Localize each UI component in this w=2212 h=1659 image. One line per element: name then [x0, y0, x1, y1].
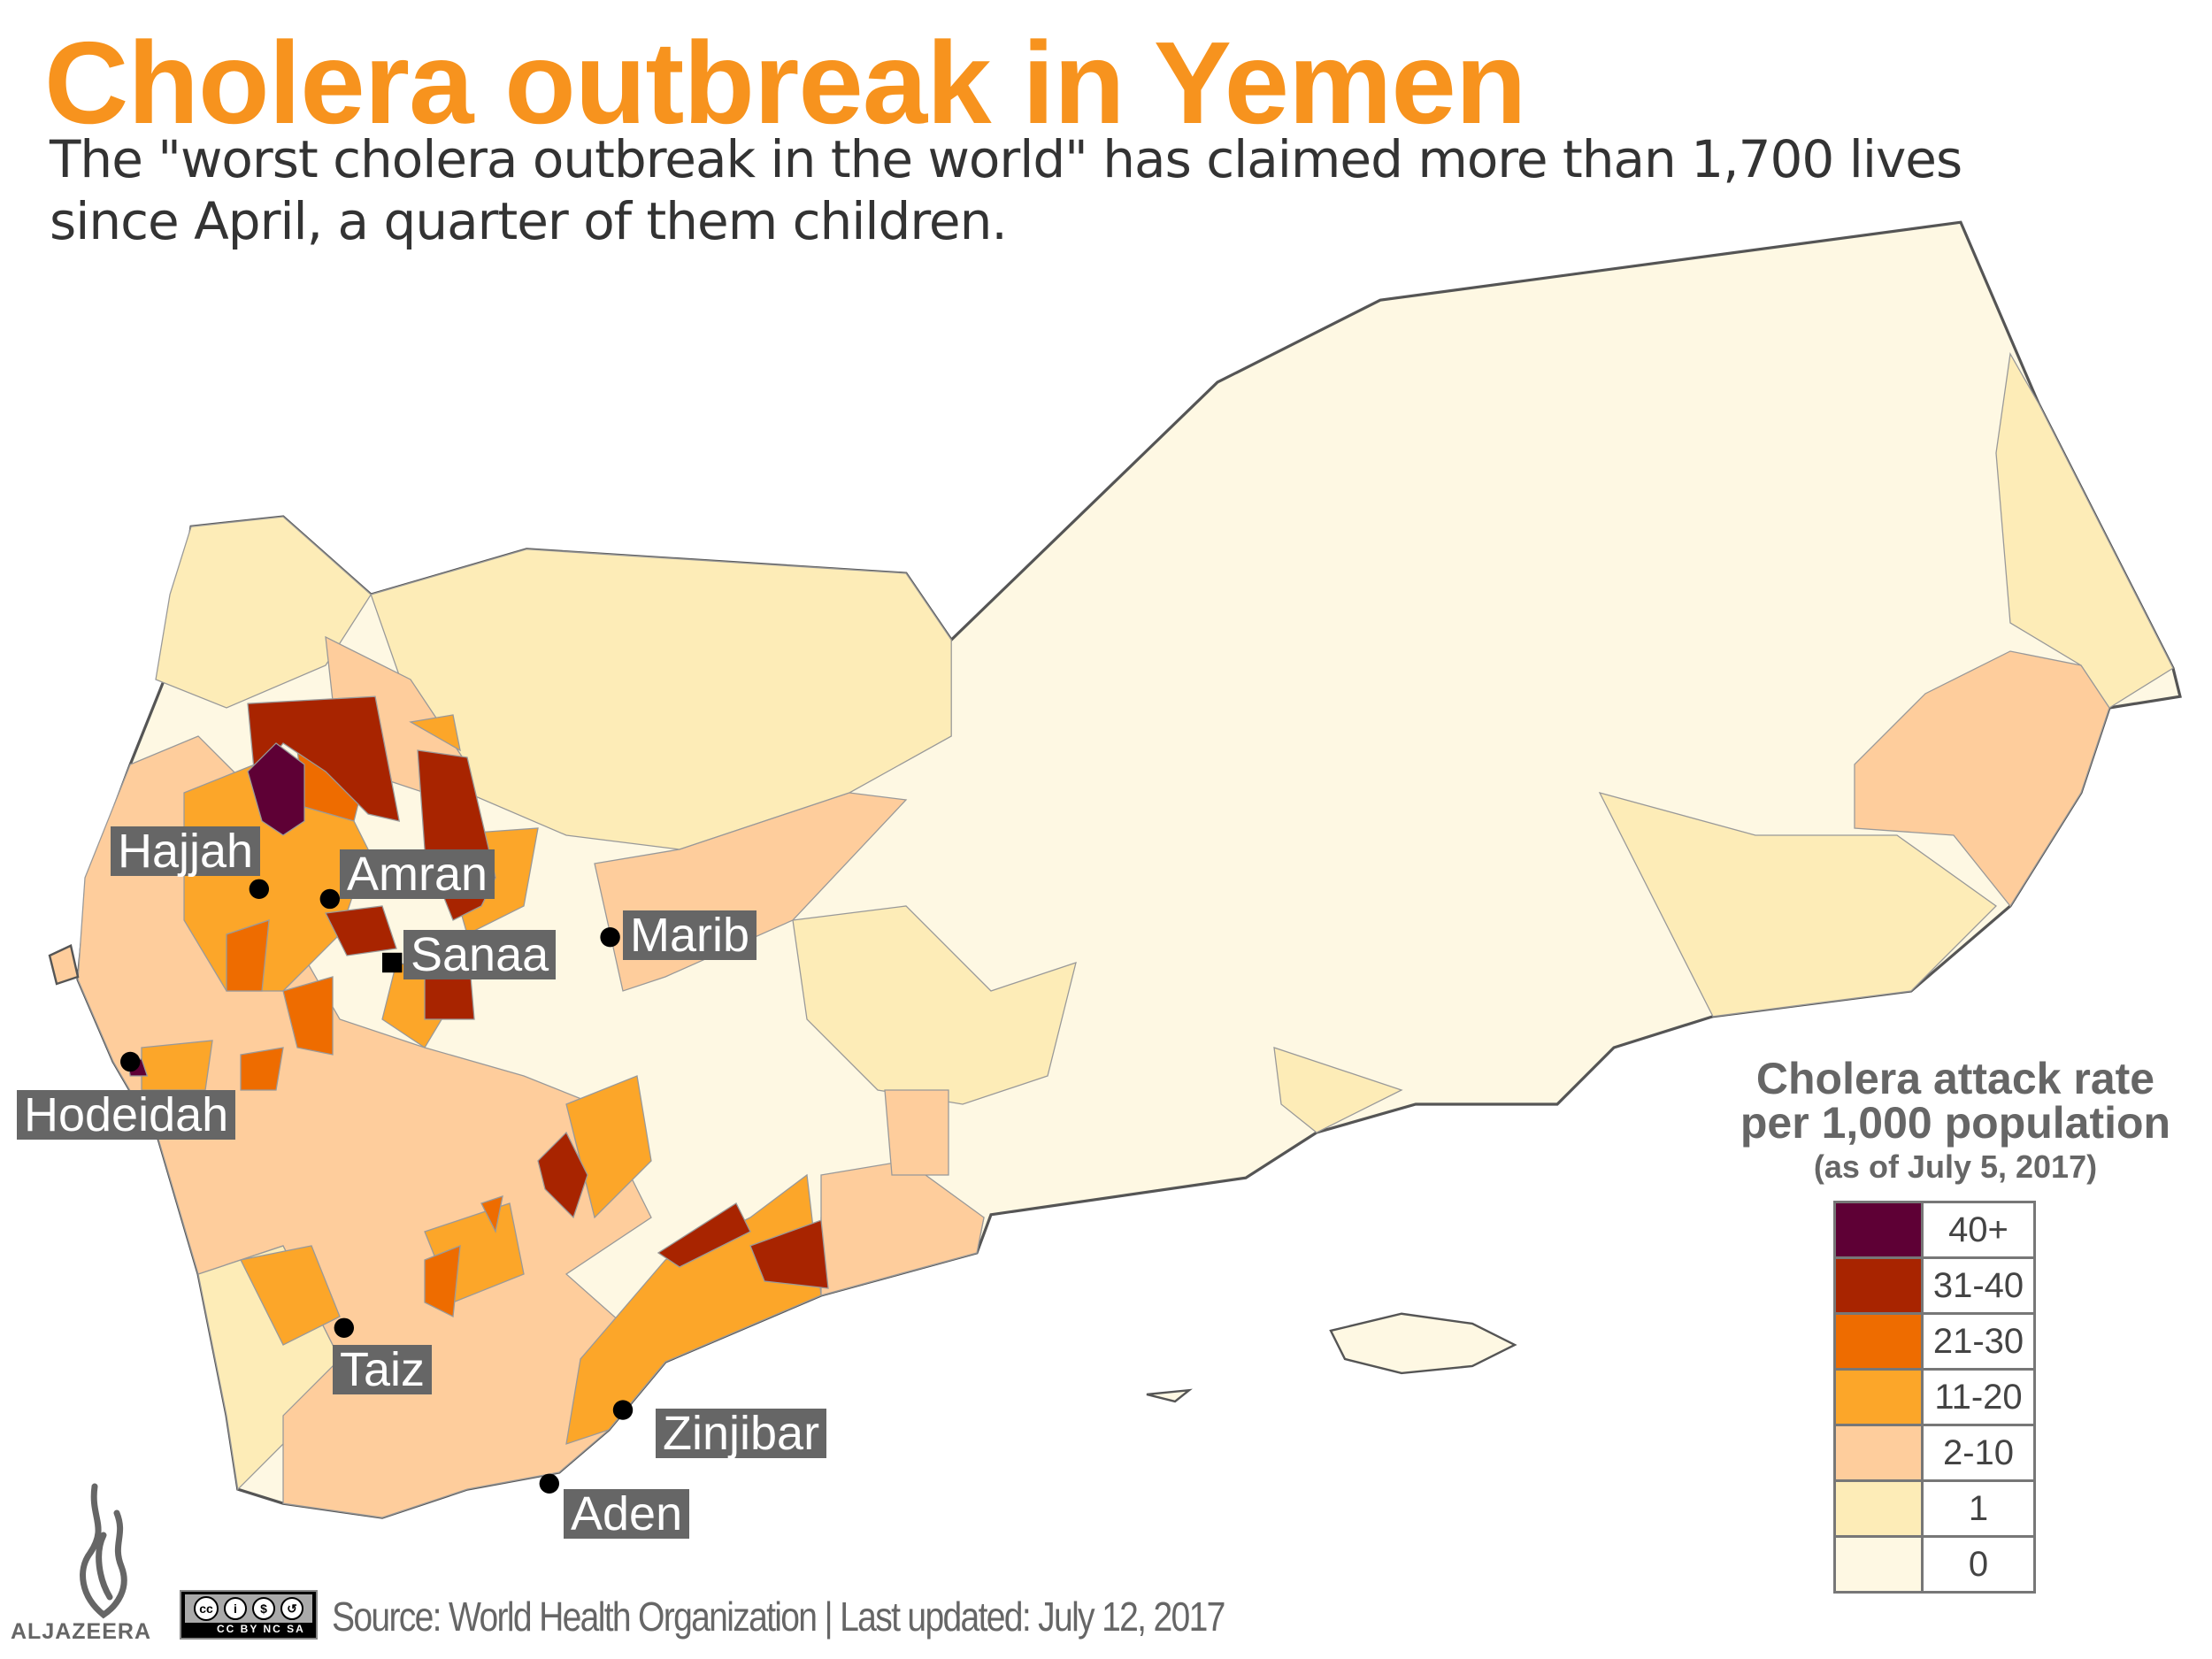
city-label-amran: Amran	[340, 849, 495, 899]
legend-title-line-2: per 1,000 population	[1740, 1098, 2171, 1148]
legend-item: 21-30	[1833, 1312, 2036, 1371]
legend-item: 31-40	[1833, 1256, 2036, 1315]
legend-swatch	[1833, 1479, 1924, 1538]
city-marker-marib	[600, 926, 620, 948]
legend-title-line-1: Cholera attack rate	[1755, 1054, 2155, 1103]
legend-subtitle: (as of July 5, 2017)	[1813, 1148, 2098, 1185]
city-label-hajjah: Hajjah	[111, 826, 261, 876]
city-label-hodeidah: Hodeidah	[17, 1090, 236, 1140]
legend-swatch	[1833, 1535, 1924, 1594]
city-label-aden: Aden	[564, 1489, 690, 1539]
source-credit: Source: World Health Organization | Last…	[332, 1594, 1225, 1640]
nc-icon: $	[252, 1597, 275, 1620]
city-marker-amran	[319, 888, 341, 910]
city-marker-hajjah	[249, 879, 270, 899]
city-label-sanaa: Sanaa	[403, 930, 557, 979]
page-title: Cholera outbreak in Yemen	[44, 18, 1526, 148]
legend-label: 40+	[1921, 1201, 2036, 1259]
city-label-marib: Marib	[623, 910, 757, 960]
legend-swatch	[1833, 1424, 1924, 1482]
city-marker-hodeidah	[120, 1051, 141, 1072]
legend-item: 0	[1833, 1535, 2036, 1594]
legend-label: 21-30	[1921, 1312, 2036, 1371]
legend-swatch	[1833, 1312, 1924, 1371]
legend-swatch	[1833, 1368, 1924, 1426]
license-text: CC BY NC SA	[217, 1623, 305, 1635]
sa-icon: ↺	[280, 1597, 303, 1620]
city-marker-sanaa	[382, 952, 403, 973]
city-marker-aden	[539, 1473, 560, 1494]
legend: 40+ 31-40 21-30 11-20 2-10 1 0	[1833, 1201, 2036, 1594]
cc-icon: cc	[194, 1596, 219, 1621]
aljazeera-logo	[80, 1483, 127, 1619]
legend-label: 1	[1921, 1479, 2036, 1538]
legend-label: 31-40	[1921, 1256, 2036, 1315]
city-label-taiz: Taiz	[333, 1345, 433, 1394]
logo-text: ALJAZEERA	[11, 1619, 152, 1644]
cc-license-badge: cc i $ ↺ CC BY NC SA	[180, 1590, 318, 1640]
legend-label: 2-10	[1921, 1424, 2036, 1482]
legend-swatch	[1833, 1201, 1924, 1259]
legend-item: 2-10	[1833, 1424, 2036, 1482]
city-marker-zinjibar	[612, 1400, 634, 1420]
subtitle-line-1: The "worst cholera outbreak in the world…	[50, 129, 1962, 189]
city-label-zinjibar: Zinjibar	[656, 1409, 827, 1458]
legend-label: 11-20	[1921, 1368, 2036, 1426]
legend-label: 0	[1921, 1535, 2036, 1594]
subtitle-line-2: since April, a quarter of them children.	[50, 191, 1008, 251]
by-icon: i	[224, 1597, 247, 1620]
legend-swatch	[1833, 1256, 1924, 1315]
legend-item: 40+	[1833, 1201, 2036, 1259]
city-marker-taiz	[334, 1317, 355, 1338]
legend-item: 1	[1833, 1479, 2036, 1538]
legend-item: 11-20	[1833, 1368, 2036, 1426]
